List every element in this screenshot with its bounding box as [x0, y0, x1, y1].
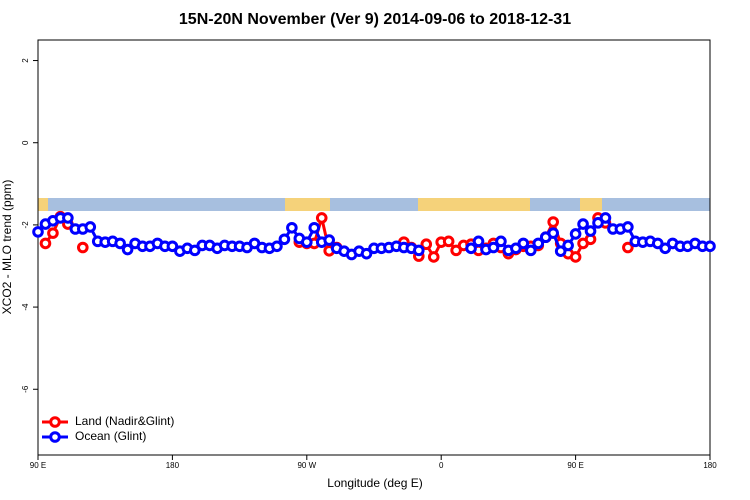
x-tick-label: 90 E [30, 461, 46, 470]
y-tick-label: -4 [21, 303, 30, 311]
data-point [315, 212, 328, 224]
data-point [77, 241, 89, 254]
x-tick-label: 0 [439, 461, 444, 470]
data-point [32, 226, 44, 238]
data-point [189, 244, 201, 257]
data-point [286, 221, 298, 234]
data-point [704, 240, 716, 253]
data-point [301, 236, 313, 248]
data-point [510, 242, 522, 255]
data-point [420, 238, 433, 251]
data-point [622, 241, 634, 254]
data-point [622, 221, 634, 233]
map-strip [38, 198, 710, 211]
data-point [569, 251, 582, 263]
y-tick-label: -6 [21, 385, 30, 393]
data-point [39, 237, 52, 250]
y-tick-label: 0 [21, 140, 30, 145]
data-point [651, 237, 664, 250]
legend-marker [49, 431, 61, 443]
data-point [465, 242, 477, 255]
data-point [47, 227, 59, 239]
legend-marker [49, 416, 61, 428]
data-point [547, 216, 560, 228]
data-point [495, 235, 507, 248]
data-point [278, 233, 291, 246]
data-point [569, 228, 582, 240]
data-point [487, 241, 500, 254]
legend: Land (Nadir&Glint)Ocean (Glint) [42, 414, 174, 443]
data-point [562, 239, 574, 252]
y-axis-label: XCO2 - MLO trend (ppm) [0, 180, 14, 315]
data-point [592, 217, 604, 229]
x-axis-label: Longitude (deg E) [327, 476, 422, 490]
data-point [427, 251, 440, 263]
data-point [525, 244, 537, 257]
x-tick-label: 180 [166, 461, 180, 470]
data-point [114, 237, 126, 250]
legend-label: Ocean (Glint) [75, 429, 146, 443]
y-tick-label: -2 [21, 221, 30, 229]
data-point [323, 234, 336, 246]
data-point [584, 225, 597, 237]
data-point [472, 235, 485, 248]
data-point [62, 212, 74, 224]
x-tick-label: 90 W [297, 461, 316, 470]
data-point [84, 221, 97, 233]
data-point [166, 240, 179, 253]
data-point [442, 235, 455, 248]
data-point [360, 247, 373, 260]
data-point [547, 227, 560, 239]
data-point [271, 240, 283, 253]
data-point [413, 244, 425, 257]
data-point [659, 242, 672, 255]
data-point [577, 218, 589, 230]
y-tick-label: 2 [21, 58, 30, 63]
chart-title: 15N-20N November (Ver 9) 2014-09-06 to 2… [179, 11, 571, 28]
data-point [121, 243, 134, 256]
data-point [599, 212, 612, 224]
x-tick-label: 180 [703, 461, 717, 470]
data-point [517, 237, 530, 250]
legend-label: Land (Nadir&Glint) [75, 414, 174, 428]
data-point [554, 245, 567, 257]
data-point [450, 244, 462, 257]
data-point [308, 221, 321, 234]
x-tick-label: 90 E [567, 461, 583, 470]
data-point [532, 237, 545, 250]
